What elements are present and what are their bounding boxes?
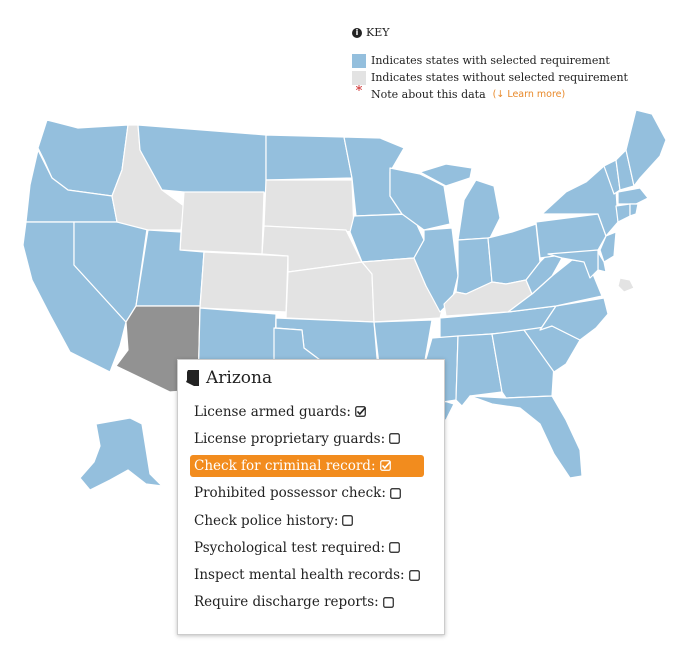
state-connecticut[interactable] <box>615 203 631 223</box>
requirement-item[interactable]: Check for criminal record: <box>190 454 424 477</box>
requirement-item[interactable]: Inspect mental health records: <box>190 561 424 588</box>
requirement-label: Psychological test required: <box>194 539 386 556</box>
note-star-icon: * <box>355 84 363 99</box>
requirement-item[interactable]: Psychological test required: <box>190 534 424 561</box>
state-popup: Arizona License armed guards: License pro… <box>177 359 445 635</box>
state-massachusetts[interactable] <box>617 187 649 205</box>
state-wisconsin[interactable] <box>389 167 451 231</box>
checked-box-icon <box>355 406 366 417</box>
requirement-label: Prohibited possessor check: <box>194 485 386 502</box>
requirement-label: Inspect mental health records: <box>194 567 405 584</box>
requirements-list: License armed guards: License proprietary… <box>190 398 424 616</box>
key-item-label: Indicates states with selected requireme… <box>371 54 610 67</box>
state-wyoming[interactable] <box>179 191 265 255</box>
requirement-item[interactable]: License proprietary guards: <box>190 425 424 452</box>
state-maryland[interactable] <box>547 249 599 279</box>
requirement-label: License armed guards: <box>194 403 351 420</box>
info-icon: i <box>352 27 362 38</box>
empty-checkbox-icon <box>382 597 394 608</box>
requirement-label: Require discharge reports: <box>194 594 379 611</box>
empty-checkbox-icon <box>389 542 400 554</box>
key-title: KEY <box>366 26 390 39</box>
requirement-item[interactable]: Check police history: <box>190 507 424 534</box>
empty-checkbox-icon <box>408 569 420 581</box>
note-label: Note about this data <box>371 88 486 101</box>
learn-more-link[interactable]: (↓ Learn more) <box>492 89 566 100</box>
map-key: i KEY Indicates states with selected req… <box>352 26 628 104</box>
popup-header: Arizona <box>186 368 272 388</box>
state-rhode-island[interactable] <box>629 203 639 217</box>
swatch-not-selected <box>352 70 366 85</box>
state-virginia[interactable] <box>507 259 603 313</box>
empty-checkbox-icon <box>389 433 401 445</box>
state-south-dakota[interactable] <box>263 179 355 233</box>
state-pennsylvania[interactable] <box>535 213 607 259</box>
state-illinois[interactable] <box>413 227 459 313</box>
state-colorado[interactable] <box>199 251 289 313</box>
key-note: * Note about this data (↓ Learn more) <box>352 84 628 102</box>
key-header: i KEY <box>352 26 628 39</box>
state-dc[interactable] <box>617 277 635 293</box>
checked-box-icon <box>379 460 391 471</box>
key-item-selected: Indicates states with selected requireme… <box>352 53 628 68</box>
requirement-item[interactable]: License armed guards: <box>190 398 424 425</box>
key-item-not-selected: Indicates states without selected requir… <box>352 70 628 85</box>
empty-checkbox-icon <box>390 487 401 499</box>
state-kansas[interactable] <box>285 261 375 323</box>
requirement-item[interactable]: Require discharge reports: <box>190 589 424 616</box>
requirement-label: Check police history: <box>194 512 339 529</box>
popup-state-name: Arizona <box>206 368 273 388</box>
requirement-label: Check for criminal record: <box>194 457 376 474</box>
state-maine[interactable] <box>625 109 667 187</box>
state-new-jersey[interactable] <box>599 231 617 263</box>
state-alaska[interactable] <box>79 417 163 491</box>
swatch-selected <box>352 53 366 68</box>
state-north-dakota[interactable] <box>265 134 353 181</box>
requirement-item[interactable]: Prohibited possessor check: <box>190 480 424 507</box>
arizona-shape-icon <box>186 370 199 386</box>
state-kentucky[interactable] <box>443 279 533 317</box>
key-item-label: Indicates states without selected requir… <box>371 71 628 84</box>
empty-checkbox-icon <box>342 515 354 526</box>
state-florida[interactable] <box>469 395 583 479</box>
requirement-label: License proprietary guards: <box>194 430 386 447</box>
